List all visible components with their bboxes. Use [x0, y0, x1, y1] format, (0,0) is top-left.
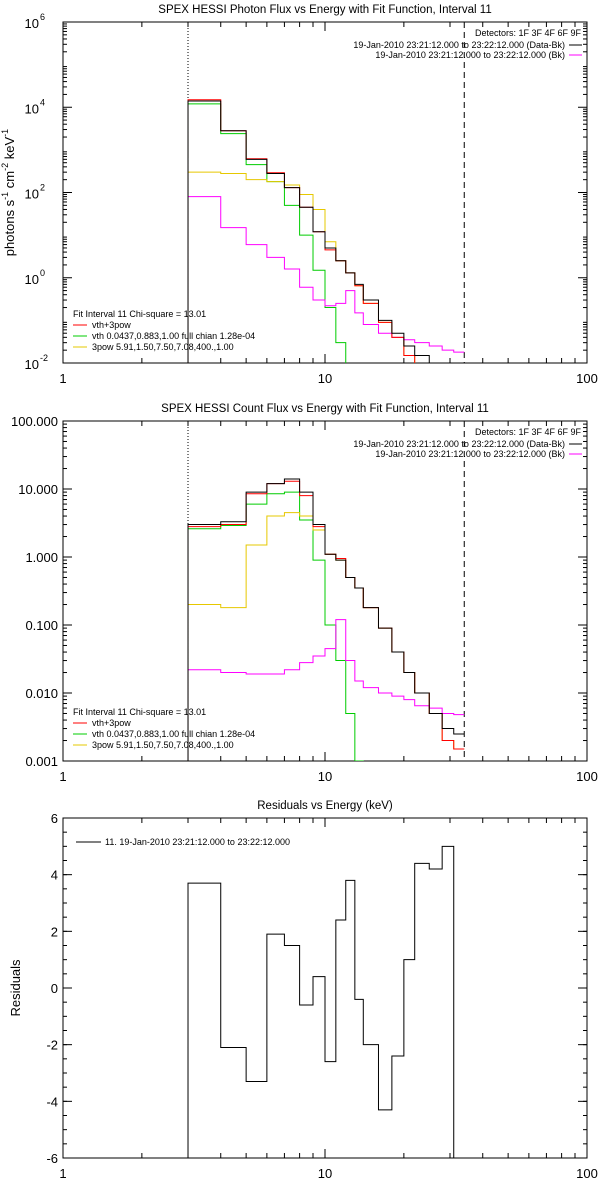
y-tick-label: 100.000 [11, 414, 58, 429]
legend-entry-text: vth+3pow [92, 718, 131, 728]
series-line-bk [187, 196, 465, 363]
y-tick-exponent: 6 [40, 12, 45, 22]
y-tick-label: 0.100 [25, 618, 58, 633]
legend-entry-text: 19-Jan-2010 23:21:12.000 to 23:22:12.000… [375, 50, 565, 60]
y-tick-label: -4 [46, 1094, 58, 1109]
x-tick-label: 10 [318, 371, 332, 386]
legend-entry-text: 19-Jan-2010 23:21:12.000 to 23:22:12.000… [353, 439, 565, 449]
y-axis-title-exponent: -2 [0, 163, 10, 171]
axis-ticks: 1 10 100 -6 -4 -2 0 2 4 6 [46, 811, 597, 1181]
legend-entry-text: 19-Jan-2010 23:21:12.000 to 23:22:12.000… [375, 449, 565, 459]
y-axis-title-exponent: -1 [0, 192, 10, 200]
legend-top: Detectors: 1F 3F 4F 6F 9F 19-Jan-2010 23:… [353, 427, 582, 459]
legend-entry-text: vth 0.0437,0.883,1.00 full chian 1.28e-0… [92, 331, 255, 341]
y-tick-label: 6 [51, 811, 58, 826]
legend-header: Detectors: 1F 3F 4F 6F 9F [475, 28, 582, 38]
y-tick-label: 10 [25, 187, 39, 202]
y-tick-exponent: 2 [40, 183, 45, 193]
y-tick-label: 10 [25, 101, 39, 116]
y-tick-label: 10 [25, 357, 39, 372]
series-line-data-bk [187, 100, 443, 363]
legend-bottom: Fit Interval 11 Chi-square = 13.01vth+3p… [73, 309, 255, 352]
y-tick-label: -6 [46, 1151, 58, 1166]
y-axis-title-unit: keV [2, 136, 17, 162]
x-tick-label: 1 [59, 1166, 66, 1181]
y-tick-label: 2 [51, 924, 58, 939]
y-tick-label: 0.010 [25, 686, 58, 701]
y-tick-label: 0.001 [25, 754, 58, 769]
y-axis-label: Residuals [8, 959, 23, 1017]
legend-bottom: 11. 19-Jan-2010 23:21:12.000 to 23:22:12… [76, 837, 290, 847]
y-axis-title: Residuals [8, 959, 23, 1017]
y-axis-title-exponent: -1 [0, 129, 10, 137]
legend-top: Detectors: 1F 3F 4F 6F 9F 19-Jan-2010 23:… [353, 28, 582, 60]
legend-header: Fit Interval 11 Chi-square = 13.01 [73, 309, 206, 319]
y-tick-label: 4 [51, 868, 58, 883]
y-tick-exponent: 4 [40, 97, 45, 107]
y-tick-exponent: -2 [40, 353, 48, 363]
legend-entry-text: vth+3pow [92, 320, 131, 330]
series-line-data-bk [187, 478, 465, 761]
y-axis-title: photons s-1 cm-2 keV-1 [0, 129, 17, 256]
chart-title: SPEX HESSI Photon Flux vs Energy with Fi… [158, 4, 491, 16]
chart-title: SPEX HESSI Count Flux vs Energy with Fit… [161, 403, 489, 415]
series-group [187, 845, 465, 1158]
axis-ticks: 1 10 100 0.001 0.010 0.100 1.000 10.000 100.000 [11, 414, 598, 784]
x-tick-label: 10 [318, 1166, 332, 1181]
legend-header: Detectors: 1F 3F 4F 6F 9F [475, 427, 582, 437]
photon-flux-panel: SPEX HESSI Photon Flux vs Energy with Fi… [0, 4, 598, 386]
y-tick-exponent: 0 [40, 268, 45, 278]
x-tick-label: 100 [576, 1166, 598, 1181]
y-tick-label: 10 [25, 272, 39, 287]
chart-title: Residuals vs Energy (keV) [257, 800, 393, 812]
series-group [187, 478, 465, 761]
x-tick-label: 100 [576, 769, 598, 784]
legend-entry-text: 11. 19-Jan-2010 23:21:12.000 to 23:22:12… [105, 837, 290, 847]
y-axis-label: photons s-1 cm-2 keV-1 [0, 129, 17, 256]
x-tick-label: 1 [59, 371, 66, 386]
y-tick-label: 10 [25, 16, 39, 31]
residuals-panel: Residuals vs Energy (keV) 1 10 100 -6 -4 -2 0 2… [8, 800, 598, 1181]
y-tick-label: -2 [46, 1038, 58, 1053]
y-axis-title-main: photons s [2, 199, 17, 256]
legend-entry-text: 3pow 5.91,1.50,7.50,7.08,400.,1.00 [92, 342, 234, 352]
y-tick-label: 1.000 [25, 550, 58, 565]
series-line-vth-3pow [187, 480, 465, 761]
reference-lines [187, 421, 465, 761]
series-line-vth [187, 491, 364, 761]
legend-entry-text: vth 0.0437,0.883,1.00 full chian 1.28e-0… [92, 729, 255, 739]
count-flux-panel: SPEX HESSI Count Flux vs Energy with Fit… [11, 403, 598, 784]
legend-header: Fit Interval 11 Chi-square = 13.01 [73, 707, 206, 717]
y-axis-title-unit: cm [2, 171, 17, 192]
y-tick-label: 0 [51, 981, 58, 996]
y-tick-label: 10.000 [18, 482, 58, 497]
series-line-bk [187, 619, 465, 761]
series-line-3pow [187, 171, 416, 363]
y-axis-title-main: Residuals [8, 959, 23, 1017]
reference-lines [187, 22, 465, 363]
series-line-residuals [187, 845, 465, 1158]
legend-entry-text: 19-Jan-2010 23:21:12.000 to 23:22:12.000… [353, 40, 565, 50]
x-tick-label: 100 [576, 371, 598, 386]
series-group [187, 99, 465, 363]
legend-bottom: Fit Interval 11 Chi-square = 13.01vth+3p… [73, 707, 255, 750]
legend-entry-text: 3pow 5.91,1.50,7.50,7.08,400.,1.00 [92, 740, 234, 750]
x-tick-label: 10 [318, 769, 332, 784]
x-tick-label: 1 [59, 769, 66, 784]
